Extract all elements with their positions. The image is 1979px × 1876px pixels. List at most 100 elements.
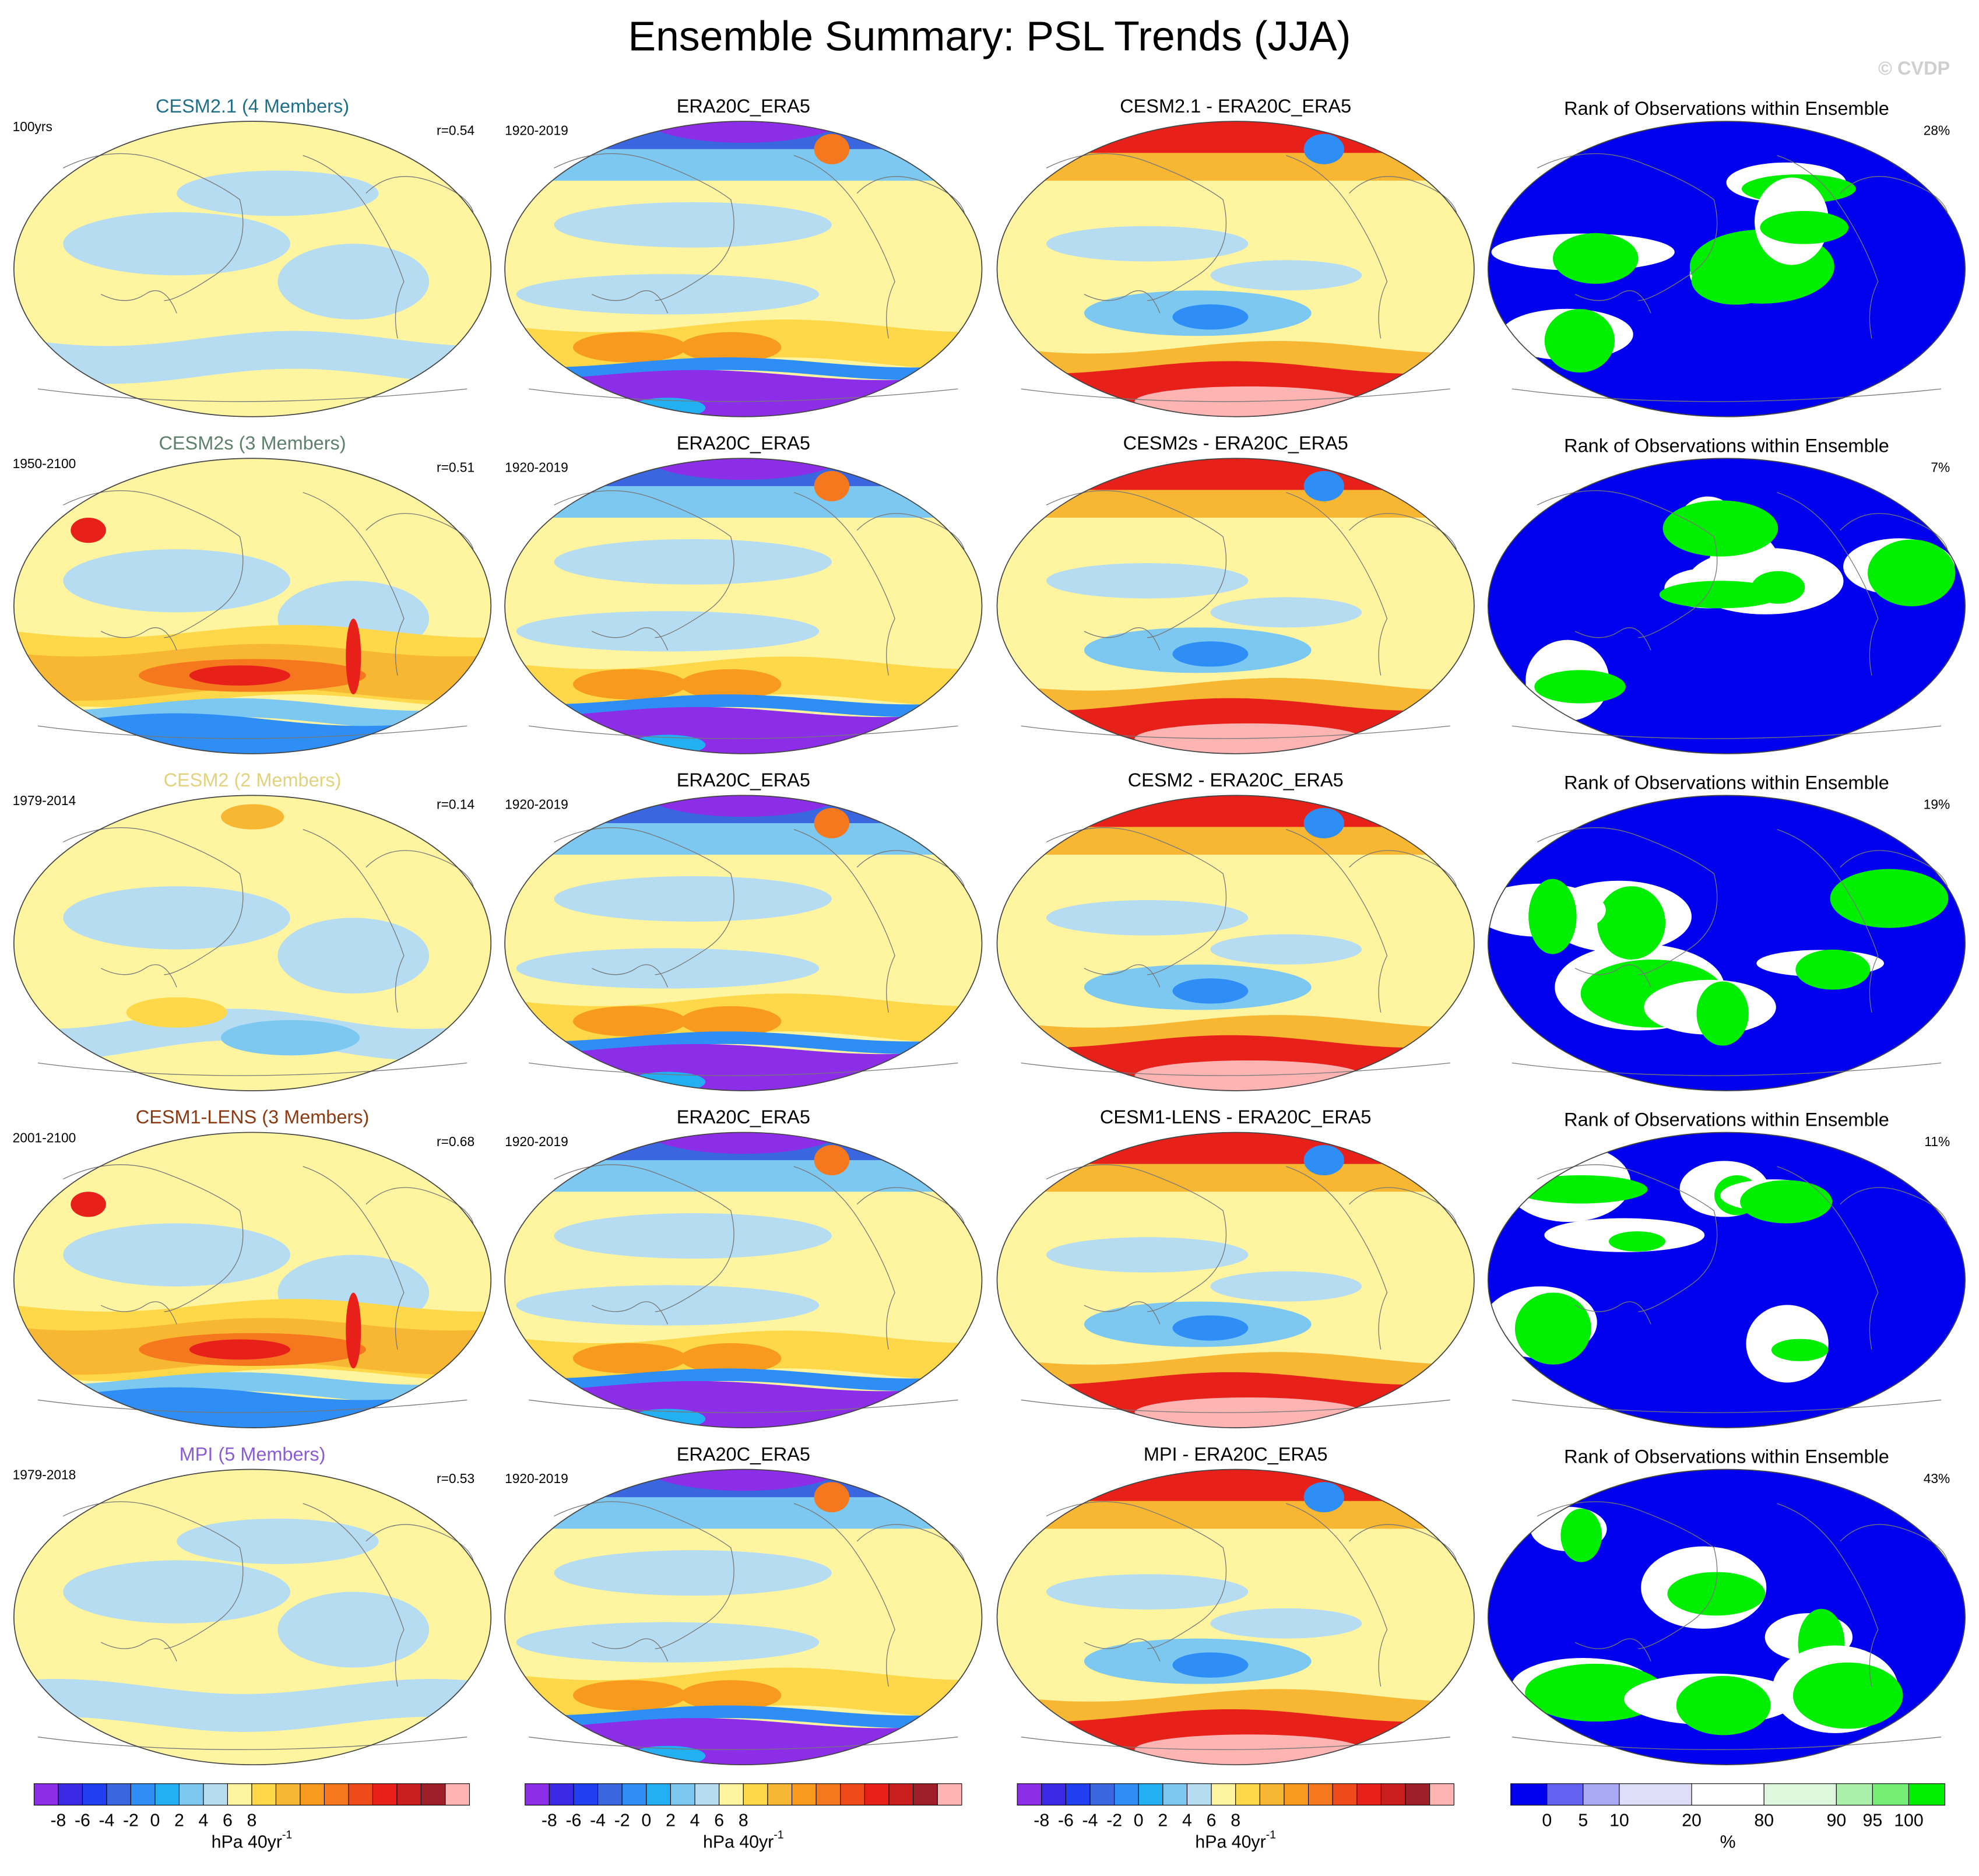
coastline	[1046, 827, 1227, 975]
coastline	[1349, 176, 1457, 213]
field-blob	[1046, 226, 1249, 262]
obs-period: 1920-2019	[505, 797, 568, 812]
field-band	[13, 1387, 491, 1428]
colorbar-unit: hPa 40yr-1	[1195, 1829, 1276, 1852]
coastline	[1084, 964, 1161, 988]
coastline	[303, 1166, 405, 1350]
field-blob	[71, 517, 106, 543]
field-blob	[1676, 1675, 1771, 1736]
rank-title: Rank of Observations within Ensemble	[1564, 435, 1889, 456]
field-blob	[1534, 670, 1626, 704]
pattern-correlation: r=0.53	[437, 1471, 474, 1486]
rank-percent: 43%	[1924, 1471, 1950, 1486]
coastline	[554, 153, 734, 301]
map	[997, 121, 1474, 417]
coastline	[62, 827, 244, 975]
diff-title: MPI - ERA20C_ERA5	[1144, 1443, 1328, 1464]
colorbar-unit: hPa 40yr-1	[703, 1829, 784, 1852]
colorbar-swatch	[445, 1783, 470, 1806]
coastline	[1537, 1164, 1718, 1312]
field-blob	[1528, 879, 1577, 954]
coastline	[1574, 1301, 1651, 1325]
coastlines	[996, 121, 1475, 417]
field-band	[997, 1352, 1474, 1390]
coastline	[1537, 153, 1718, 301]
colorbar-swatch	[864, 1783, 890, 1806]
field-band	[13, 1678, 491, 1732]
colorbar-swatch	[840, 1783, 865, 1806]
colorbar-unit: hPa 40yr-1	[212, 1829, 293, 1852]
field-blob	[642, 795, 845, 817]
colorbar-tick-label: -8	[1034, 1811, 1049, 1831]
field-blob	[220, 804, 284, 830]
coastline	[62, 490, 244, 638]
map	[505, 458, 982, 754]
map	[505, 795, 982, 1091]
coastline	[365, 850, 474, 887]
field-blob	[554, 1550, 832, 1596]
colorbar-swatch	[1138, 1783, 1164, 1806]
colorbar-swatch	[203, 1783, 228, 1806]
coastline	[793, 154, 895, 339]
coastline	[529, 725, 958, 739]
colorbar-swatch	[1546, 1783, 1584, 1806]
coastline	[37, 725, 467, 739]
obs-period: 1920-2019	[505, 1134, 568, 1149]
field-blob	[63, 212, 290, 276]
rank-percent: 19%	[1924, 797, 1950, 812]
field-blob	[1303, 1145, 1344, 1176]
colorbar-swatch	[251, 1783, 276, 1806]
map	[997, 795, 1474, 1091]
coastline	[1777, 1166, 1879, 1350]
map	[13, 795, 491, 1091]
colorbar-tick-label: -8	[50, 1811, 66, 1831]
colorbar-tick-label: 4	[199, 1811, 209, 1831]
coastline	[1021, 1399, 1450, 1413]
colorbar-tick-label: 2	[666, 1811, 676, 1831]
coastline	[303, 829, 405, 1013]
field-blob	[1210, 934, 1362, 965]
map-outline	[504, 1469, 983, 1766]
coastline	[1286, 829, 1388, 1013]
map-outline	[996, 795, 1475, 1091]
colorbar-swatch	[1332, 1783, 1358, 1806]
field-blob	[516, 1285, 820, 1326]
colorbar-swatch	[815, 1783, 841, 1806]
credit: © CVDP	[1878, 58, 1950, 79]
field-blob	[63, 549, 290, 613]
coastlines	[13, 458, 492, 754]
colorbar-swatch	[1259, 1783, 1285, 1806]
coastline	[62, 1164, 244, 1312]
coastline	[1840, 1187, 1948, 1224]
coastline	[1537, 827, 1718, 975]
coastline	[856, 1187, 965, 1224]
model-title: CESM2 (2 Members)	[164, 770, 342, 791]
map	[1488, 1132, 1966, 1428]
field-blob	[680, 1006, 782, 1037]
colorbar-swatch	[1041, 1783, 1066, 1806]
coastlines	[504, 121, 983, 417]
field-blob	[1303, 807, 1344, 838]
colorbar-swatch	[573, 1783, 599, 1806]
diff-title: CESM2.1 - ERA20C_ERA5	[1120, 96, 1351, 117]
coastlines	[1487, 121, 1966, 417]
field-blob	[189, 1339, 290, 1360]
colorbar-swatch	[767, 1783, 793, 1806]
unit-exponent: -1	[774, 1829, 783, 1842]
colorbar-tick-label: -2	[614, 1811, 630, 1831]
coastline	[1349, 513, 1457, 550]
model-period: 1979-2018	[13, 1467, 76, 1482]
field-blob	[71, 1192, 106, 1217]
coastline	[1286, 154, 1388, 339]
field-blob	[177, 1518, 379, 1564]
unit-text: %	[1720, 1832, 1736, 1852]
colorbar-swatch	[1380, 1783, 1406, 1806]
coastline	[1349, 1524, 1457, 1561]
map	[13, 1132, 491, 1428]
coastline	[1349, 1187, 1457, 1224]
coastline	[554, 490, 734, 638]
field-blob	[63, 1223, 290, 1287]
map-outline	[996, 458, 1475, 754]
coastline	[1840, 176, 1948, 213]
